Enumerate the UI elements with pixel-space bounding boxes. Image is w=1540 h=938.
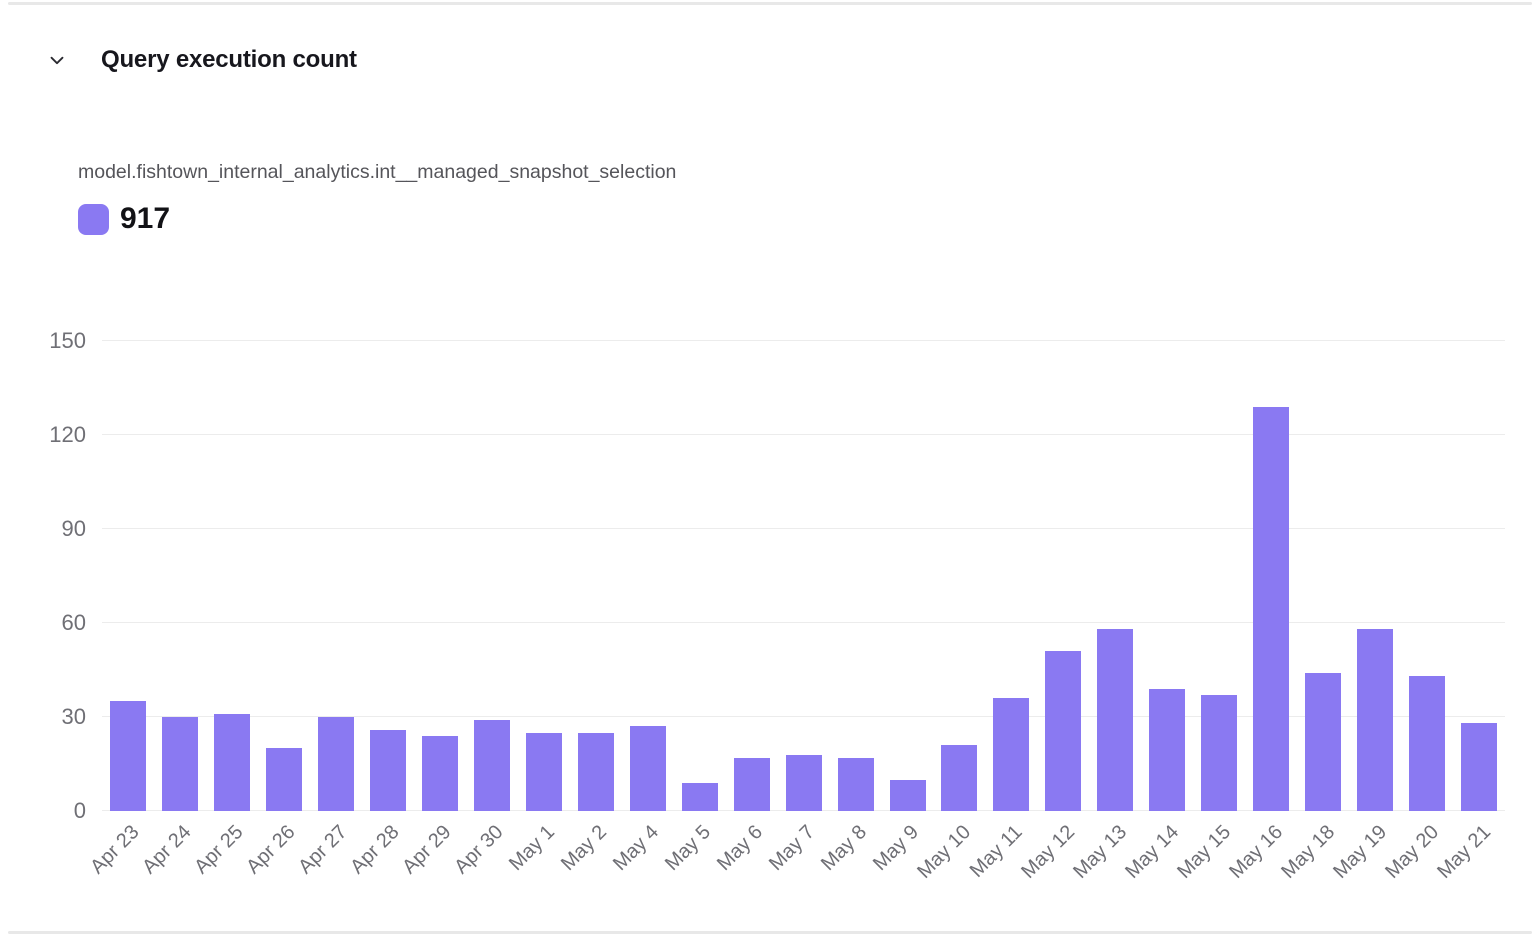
bar[interactable] <box>1305 673 1342 811</box>
bar[interactable] <box>629 726 666 811</box>
bar[interactable] <box>1201 695 1238 811</box>
gridline <box>102 528 1505 529</box>
panel-title: Query execution count <box>101 46 357 73</box>
chevron-down-icon <box>46 49 68 71</box>
bar-slot <box>934 341 986 811</box>
bar[interactable] <box>421 735 458 811</box>
bar[interactable] <box>1149 688 1186 811</box>
bar[interactable] <box>889 779 926 811</box>
x-tick-label: Apr 23 <box>86 821 144 879</box>
bar-slot <box>1141 341 1193 811</box>
bar-slot <box>1401 341 1453 811</box>
y-tick-label: 90 <box>61 516 86 541</box>
bars <box>102 341 1505 811</box>
bar-slot <box>1089 341 1141 811</box>
bar-slot <box>622 341 674 811</box>
bar-slot <box>310 341 362 811</box>
gridline <box>102 622 1505 623</box>
bar-slot <box>362 341 414 811</box>
bar[interactable] <box>1409 676 1446 811</box>
x-axis: Apr 23 Apr 24 Apr 25 Apr 26 Apr 27 Apr 28 Apr … <box>86 811 1505 911</box>
bar-slot <box>206 341 258 811</box>
gridline <box>102 434 1505 435</box>
bar-slot <box>518 341 570 811</box>
bar[interactable] <box>109 701 146 811</box>
bar[interactable] <box>369 729 406 811</box>
y-tick-label: 0 <box>73 798 86 823</box>
bar[interactable] <box>213 713 250 811</box>
bar[interactable] <box>525 732 562 811</box>
bar[interactable] <box>837 757 874 811</box>
y-tick-label: 150 <box>49 328 86 353</box>
bar-slot <box>778 341 830 811</box>
bar-slot <box>154 341 206 811</box>
gridline <box>102 716 1505 717</box>
plot-area <box>102 340 1505 811</box>
bar[interactable] <box>1045 651 1082 811</box>
bar-slot <box>985 341 1037 811</box>
bar-slot <box>1349 341 1401 811</box>
bar-slot <box>466 341 518 811</box>
bar[interactable] <box>1097 629 1134 811</box>
bar-slot <box>414 341 466 811</box>
series-meta: model.fishtown_internal_analytics.int__m… <box>78 160 1540 235</box>
bar-slot <box>830 341 882 811</box>
bar[interactable] <box>161 717 198 811</box>
bar[interactable] <box>1253 406 1290 811</box>
legend-swatch <box>78 203 109 235</box>
bar-slot <box>882 341 934 811</box>
collapse-button[interactable] <box>45 48 69 72</box>
bar[interactable] <box>681 782 718 811</box>
bar[interactable] <box>1357 629 1394 811</box>
bar-slot <box>1037 341 1089 811</box>
y-tick-label: 30 <box>61 704 86 729</box>
bar-slot <box>258 341 310 811</box>
bar-slot <box>1245 341 1297 811</box>
legend-total: 917 <box>120 202 171 235</box>
y-axis: 0 30 60 90 120 150 <box>45 330 86 822</box>
bar-slot <box>1193 341 1245 811</box>
y-tick-label: 120 <box>49 422 86 447</box>
bar-slot <box>726 341 778 811</box>
bar[interactable] <box>733 757 770 811</box>
bar[interactable] <box>1461 723 1498 811</box>
gridline <box>102 340 1505 341</box>
bar[interactable] <box>473 720 510 811</box>
x-slot: May 21 <box>1433 811 1505 911</box>
bar-slot <box>1453 341 1505 811</box>
bar-chart: 0 30 60 90 120 150 <box>45 330 1505 822</box>
bottom-divider <box>8 931 1532 934</box>
bar[interactable] <box>993 698 1030 811</box>
bar[interactable] <box>265 748 302 811</box>
bar[interactable] <box>941 745 978 811</box>
bar-slot <box>102 341 154 811</box>
bar[interactable] <box>317 717 354 811</box>
legend-item[interactable]: 917 <box>78 203 1540 235</box>
y-tick-label: 60 <box>61 610 86 635</box>
top-divider <box>8 2 1532 5</box>
bar-slot <box>674 341 726 811</box>
series-label: model.fishtown_internal_analytics.int__m… <box>78 161 677 183</box>
bar-slot <box>1297 341 1349 811</box>
bar[interactable] <box>577 732 614 811</box>
bar[interactable] <box>785 754 822 811</box>
panel-header: Query execution count <box>45 44 1540 76</box>
bar-slot <box>570 341 622 811</box>
